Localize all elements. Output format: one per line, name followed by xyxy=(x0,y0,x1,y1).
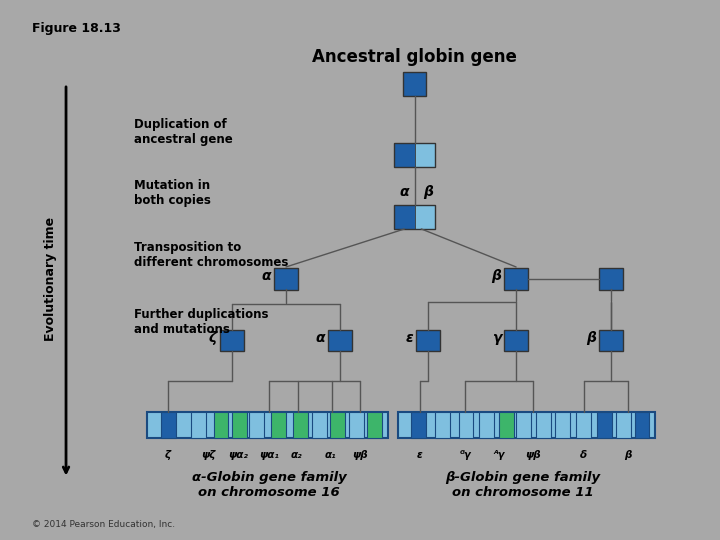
FancyBboxPatch shape xyxy=(232,412,247,438)
FancyBboxPatch shape xyxy=(616,412,631,438)
FancyBboxPatch shape xyxy=(397,412,655,438)
FancyBboxPatch shape xyxy=(479,412,494,438)
Text: β: β xyxy=(423,185,433,199)
FancyBboxPatch shape xyxy=(214,412,228,438)
FancyBboxPatch shape xyxy=(459,412,474,438)
FancyBboxPatch shape xyxy=(599,330,623,352)
Text: ψα₁: ψα₁ xyxy=(259,450,279,460)
FancyBboxPatch shape xyxy=(192,412,206,438)
FancyBboxPatch shape xyxy=(499,412,514,438)
Text: ᴬγ: ᴬγ xyxy=(493,450,505,460)
Text: ε: ε xyxy=(405,331,413,345)
FancyBboxPatch shape xyxy=(504,268,528,289)
Text: Transposition to
different chromosomes: Transposition to different chromosomes xyxy=(134,241,288,269)
Text: α₂: α₂ xyxy=(290,450,302,460)
Text: ε: ε xyxy=(417,450,423,460)
FancyBboxPatch shape xyxy=(349,412,364,438)
FancyBboxPatch shape xyxy=(330,412,345,438)
FancyBboxPatch shape xyxy=(274,268,298,289)
FancyBboxPatch shape xyxy=(598,412,612,438)
FancyBboxPatch shape xyxy=(395,205,415,229)
FancyBboxPatch shape xyxy=(516,412,531,438)
Text: ᴳγ: ᴳγ xyxy=(459,450,471,460)
Text: γ: γ xyxy=(492,331,501,345)
Text: α: α xyxy=(316,331,325,345)
FancyBboxPatch shape xyxy=(148,412,387,438)
Text: ψβ: ψβ xyxy=(525,450,541,460)
FancyBboxPatch shape xyxy=(599,268,623,289)
Text: ψζ: ψζ xyxy=(201,450,215,460)
Text: Further duplications
and mutations: Further duplications and mutations xyxy=(134,308,269,336)
Text: α: α xyxy=(400,185,409,199)
Text: © 2014 Pearson Education, Inc.: © 2014 Pearson Education, Inc. xyxy=(32,520,176,529)
FancyBboxPatch shape xyxy=(312,412,327,438)
FancyBboxPatch shape xyxy=(271,412,286,438)
Text: Duplication of
ancestral gene: Duplication of ancestral gene xyxy=(134,118,233,146)
FancyBboxPatch shape xyxy=(576,412,590,438)
FancyBboxPatch shape xyxy=(415,205,435,229)
FancyBboxPatch shape xyxy=(634,412,649,438)
FancyBboxPatch shape xyxy=(411,412,426,438)
Text: α: α xyxy=(261,269,271,284)
Text: δ: δ xyxy=(580,450,588,460)
Text: β: β xyxy=(624,450,631,460)
Text: α-Globin gene family
on chromosome 16: α-Globin gene family on chromosome 16 xyxy=(192,471,346,500)
Text: β: β xyxy=(586,331,596,345)
FancyBboxPatch shape xyxy=(555,412,570,438)
Text: Mutation in
both copies: Mutation in both copies xyxy=(134,179,210,207)
Text: ζ: ζ xyxy=(164,450,171,460)
FancyBboxPatch shape xyxy=(402,72,426,96)
Text: ψβ: ψβ xyxy=(353,450,368,460)
Text: Figure 18.13: Figure 18.13 xyxy=(32,22,121,35)
Text: β: β xyxy=(491,269,501,284)
FancyBboxPatch shape xyxy=(220,330,243,352)
FancyBboxPatch shape xyxy=(435,412,450,438)
Text: Ancestral globin gene: Ancestral globin gene xyxy=(312,49,517,66)
Text: Evolutionary time: Evolutionary time xyxy=(44,217,57,341)
FancyBboxPatch shape xyxy=(367,412,382,438)
FancyBboxPatch shape xyxy=(536,412,552,438)
Text: α₁: α₁ xyxy=(324,450,336,460)
FancyBboxPatch shape xyxy=(395,144,415,167)
FancyBboxPatch shape xyxy=(249,412,264,438)
FancyBboxPatch shape xyxy=(328,330,352,352)
FancyBboxPatch shape xyxy=(504,330,528,352)
FancyBboxPatch shape xyxy=(416,330,440,352)
Text: ψα₂: ψα₂ xyxy=(229,450,248,460)
FancyBboxPatch shape xyxy=(415,144,435,167)
Text: β-Globin gene family
on chromosome 11: β-Globin gene family on chromosome 11 xyxy=(445,471,600,500)
FancyBboxPatch shape xyxy=(161,412,176,438)
FancyBboxPatch shape xyxy=(293,412,307,438)
Text: ζ: ζ xyxy=(209,331,217,345)
